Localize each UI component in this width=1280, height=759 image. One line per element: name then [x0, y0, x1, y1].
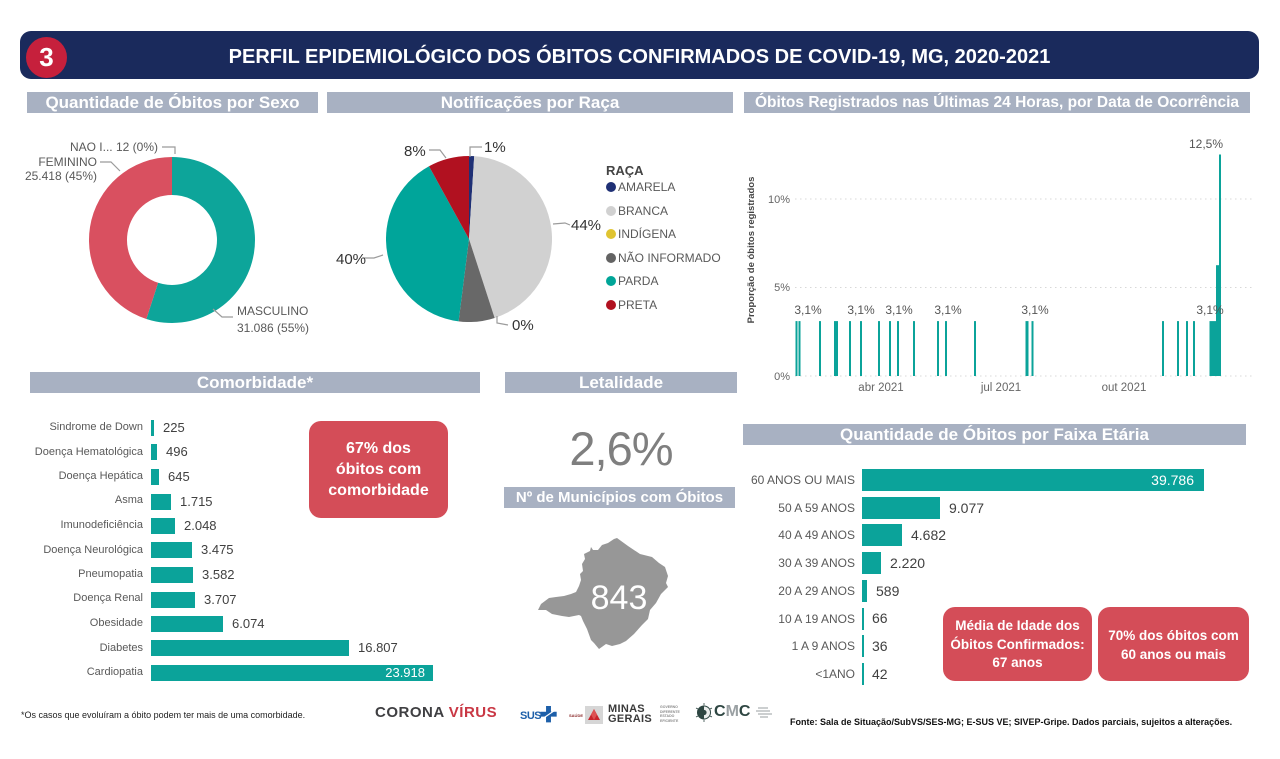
- svg-text:843: 843: [591, 579, 648, 617]
- svg-text:12,5%: 12,5%: [1189, 137, 1223, 151]
- svg-text:3,1%: 3,1%: [1021, 303, 1049, 317]
- svg-text:10%: 10%: [768, 194, 790, 206]
- svg-text:Proporção de óbitos registrado: Proporção de óbitos registrados: [746, 177, 757, 324]
- svg-text:out 2021: out 2021: [1102, 382, 1147, 394]
- svg-text:3,1%: 3,1%: [847, 303, 875, 317]
- svg-text:abr 2021: abr 2021: [858, 382, 903, 394]
- svg-text:jul 2021: jul 2021: [980, 382, 1021, 394]
- svg-text:3,1%: 3,1%: [885, 303, 913, 317]
- svg-text:5%: 5%: [774, 282, 790, 294]
- svg-text:0%: 0%: [774, 371, 790, 383]
- svg-text:3,1%: 3,1%: [934, 303, 962, 317]
- svg-text:3,1%: 3,1%: [794, 303, 822, 317]
- svg-text:3,1%: 3,1%: [1196, 303, 1224, 317]
